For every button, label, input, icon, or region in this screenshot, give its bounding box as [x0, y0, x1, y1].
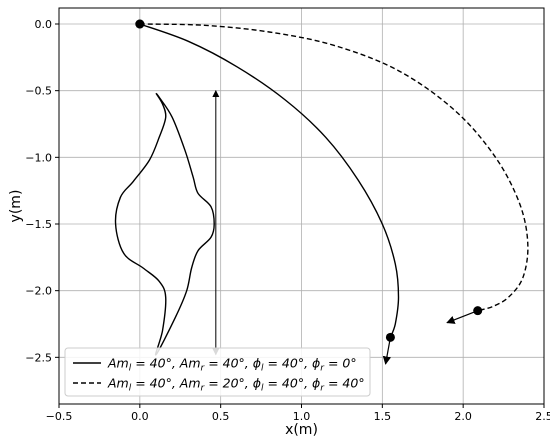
series-group — [135, 19, 529, 365]
y-tick-label: −1.5 — [25, 218, 52, 231]
y-tick-label: −1.0 — [25, 151, 52, 164]
y-tick-label: −0.5 — [25, 85, 52, 98]
series-1-line — [139, 23, 400, 338]
legend-box — [64, 347, 371, 397]
x-tick-label: 0.5 — [212, 410, 230, 423]
grid — [58, 8, 545, 404]
x-tick-label: 2.0 — [454, 410, 472, 423]
x-tick-label: 1.5 — [374, 410, 392, 423]
y-axis-label: y(m) — [8, 190, 24, 223]
y-tick-label: 0.0 — [35, 18, 53, 31]
series-2-direction-arrow — [446, 310, 478, 324]
x-axis-label: x(m) — [285, 422, 318, 438]
plot-area-frame — [58, 7, 545, 405]
y-tick-label: −2.5 — [25, 351, 52, 364]
x-tick-label: 2.5 — [535, 410, 550, 423]
legend-label-1: Aml = 40°, Amr = 40°, ϕl = 40°, ϕr = 0° — [107, 356, 357, 374]
legend: Aml = 40°, Amr = 40°, ϕl = 40°, ϕr = 0° A… — [64, 347, 371, 397]
series-1-direction-arrow — [382, 337, 392, 365]
series-2-line — [139, 23, 529, 312]
x-tick-label: −0.5 — [46, 410, 73, 423]
series-2-start-marker — [135, 19, 145, 29]
axis-ticks: −0.5 0.0 0.5 1.0 1.5 2.0 2.5 0.0 −0.5 −1.0 −1.5 −2.… — [25, 18, 550, 423]
annotation-shape-group — [114, 89, 220, 356]
x-tick-label: 1.0 — [293, 410, 311, 423]
y-tick-label: −2.0 — [25, 285, 52, 298]
x-tick-label: 0.0 — [131, 410, 149, 423]
legend-label-2: Aml = 40°, Amr = 20°, ϕl = 40°, ϕr = 40° — [107, 376, 365, 394]
